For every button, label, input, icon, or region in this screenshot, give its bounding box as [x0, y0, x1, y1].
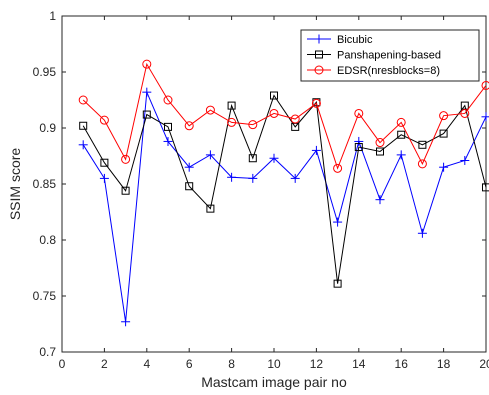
x-tick-label: 8 [228, 357, 235, 371]
legend-label-bicubic: Bicubic [337, 34, 373, 46]
x-tick-label: 12 [310, 357, 324, 371]
x-tick-label: 14 [352, 357, 366, 371]
x-tick-label: 0 [59, 357, 66, 371]
x-tick-label: 20 [479, 357, 489, 371]
y-tick-label: 0.7 [39, 345, 56, 359]
y-tick-label: 0.95 [33, 65, 57, 79]
y-axis-title: SSIM score [7, 148, 23, 221]
legend-label-edsr-nresblocks-8: EDSR(nresblocks=8) [337, 65, 440, 77]
legend: Bicubic Panshapening-based EDSR(nresblocks… [301, 30, 479, 81]
y-tick-label: 0.9 [39, 121, 56, 135]
x-tick-label: 16 [395, 357, 409, 371]
x-axis-title: Mastcam image pair no [201, 374, 347, 390]
x-tick-label: 10 [267, 357, 281, 371]
x-tick-label: 18 [437, 357, 451, 371]
y-tick-label: 0.8 [39, 233, 56, 247]
y-tick-label: 0.85 [33, 177, 57, 191]
x-tick-label: 4 [143, 357, 150, 371]
legend-label-panshapening-based: Panshapening-based [337, 50, 441, 62]
y-tick-label: 1 [49, 9, 56, 23]
y-tick-label: 0.75 [33, 289, 57, 303]
x-tick-label: 2 [101, 357, 108, 371]
x-tick-label: 6 [186, 357, 193, 371]
